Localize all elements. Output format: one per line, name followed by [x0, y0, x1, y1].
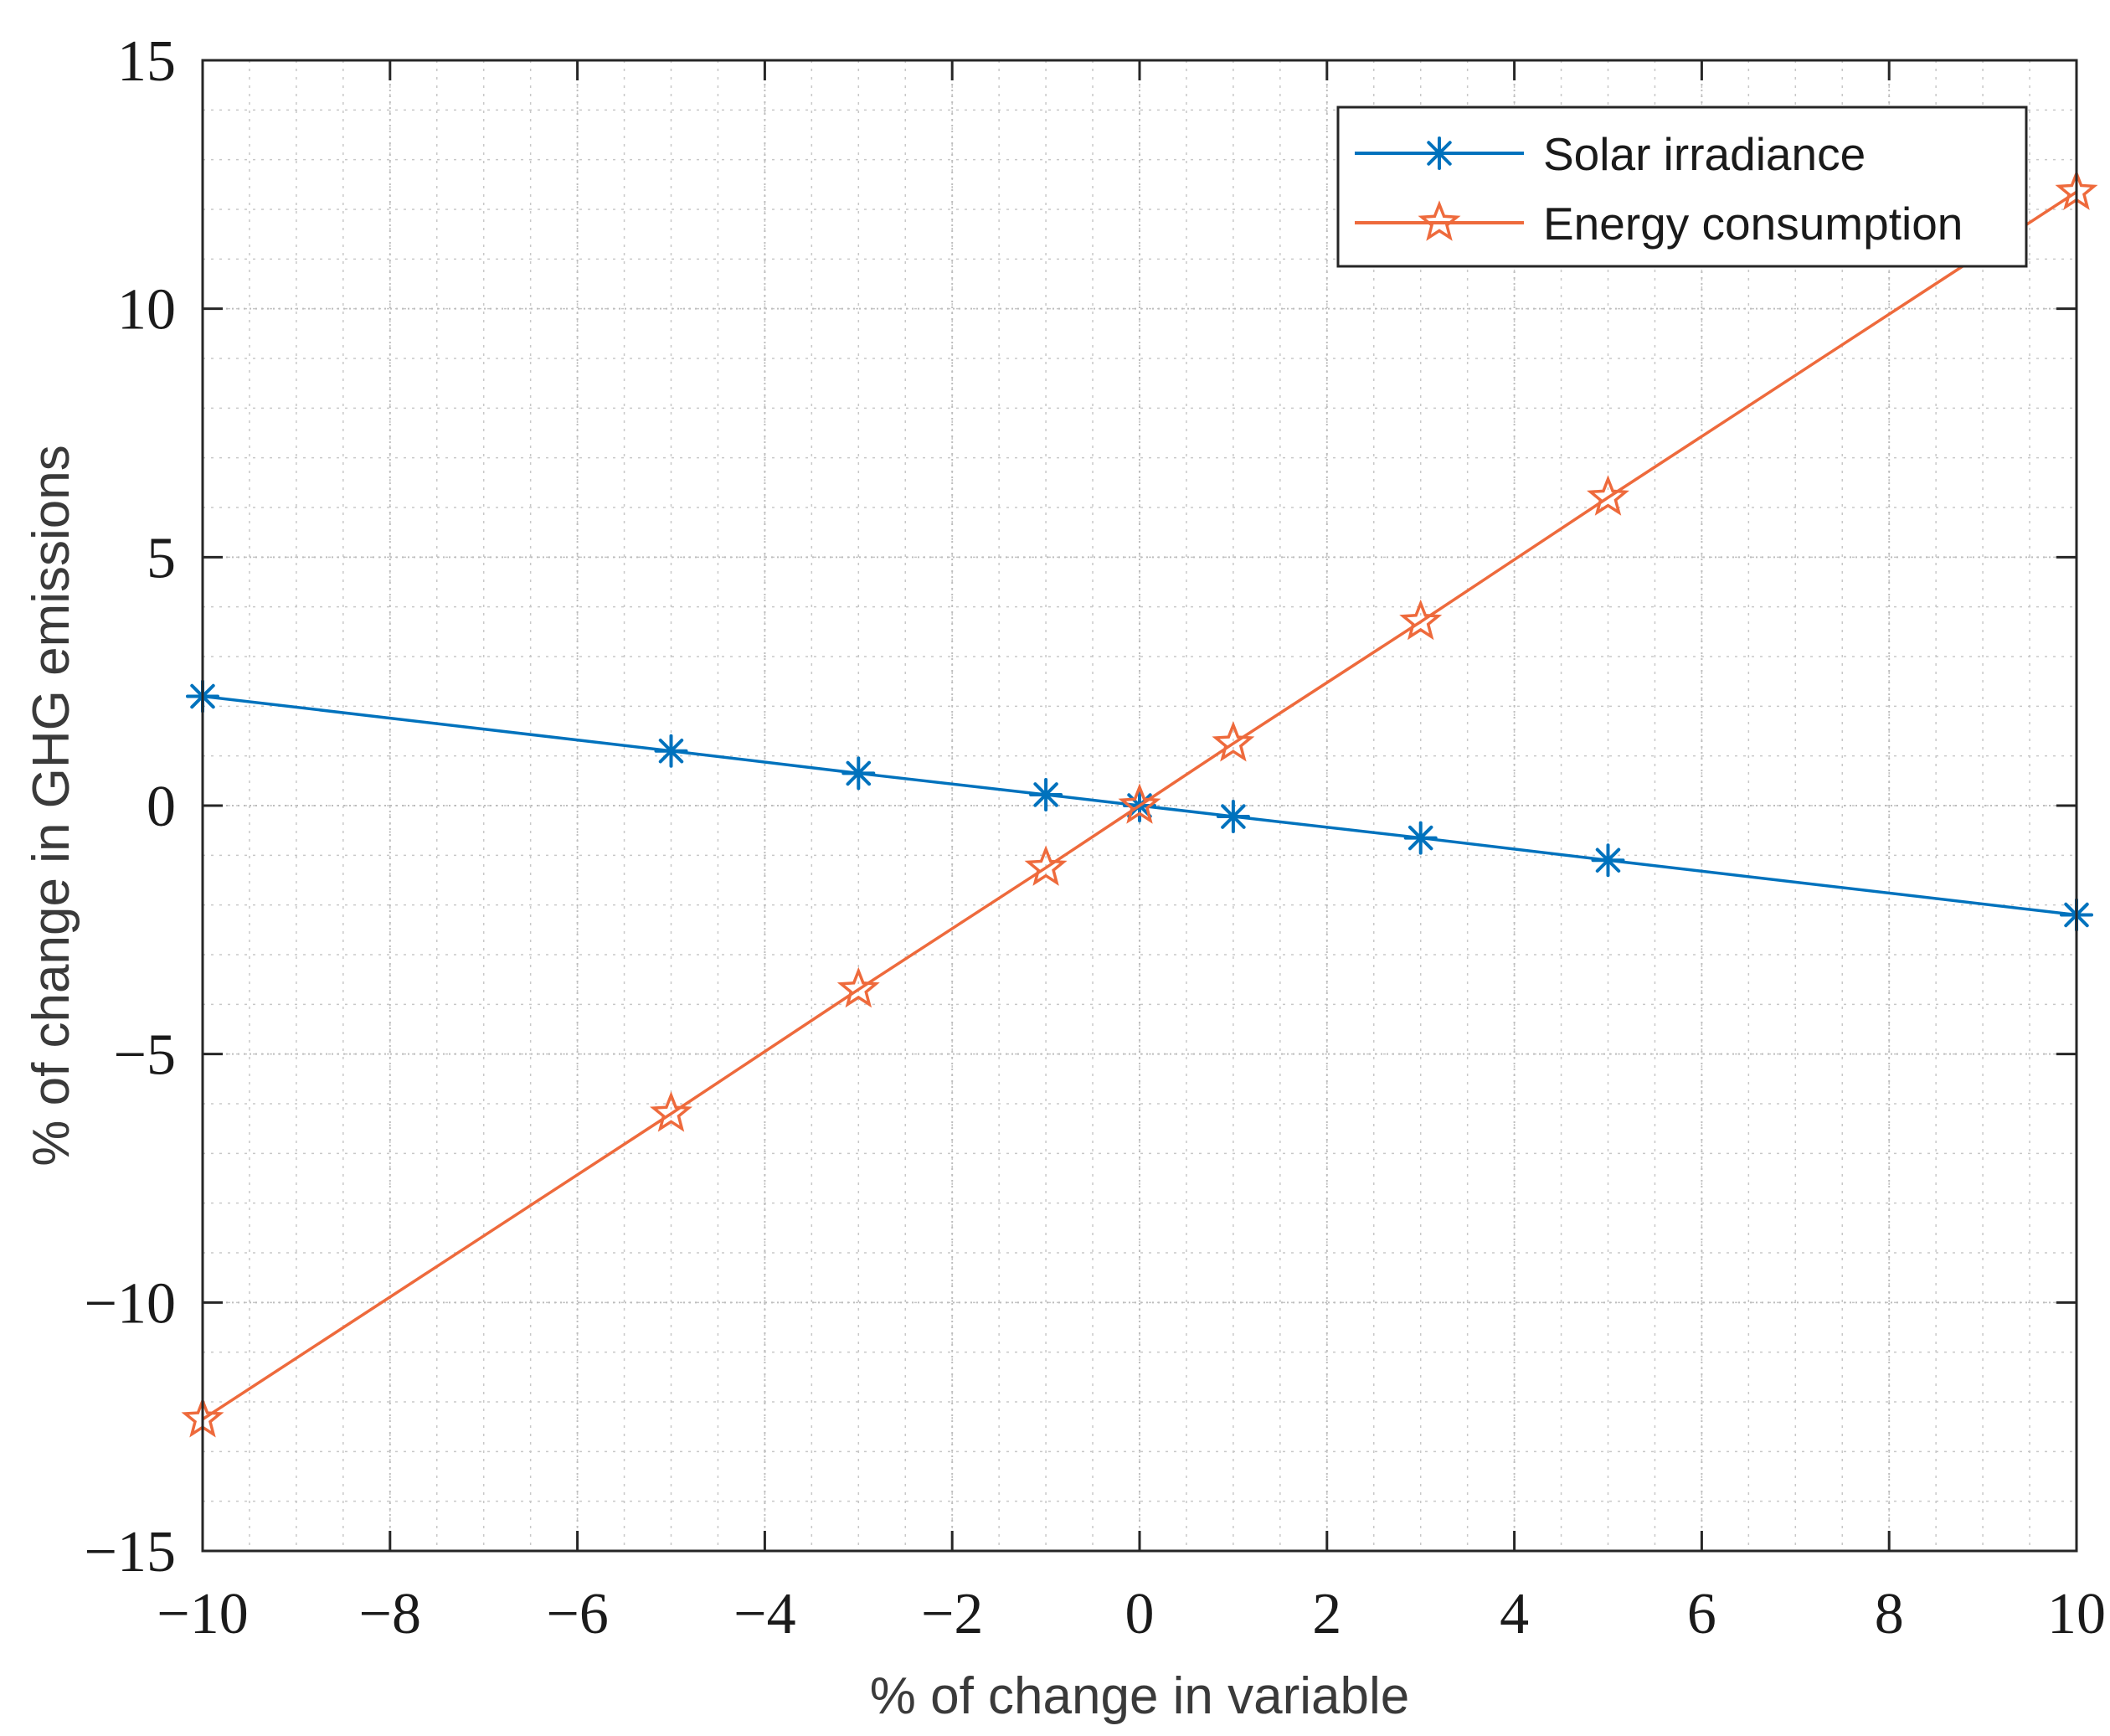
- x-tick-label: −6: [546, 1582, 608, 1646]
- x-tick-label: 0: [1125, 1582, 1155, 1646]
- series-line-energy-consumption: [202, 190, 2077, 1421]
- x-tick-label: −2: [921, 1582, 983, 1646]
- x-tick-label: −10: [157, 1582, 248, 1646]
- legend-marker-symbol-energy-consumption: [1418, 200, 1461, 241]
- data-point-energy-consumption: [1118, 783, 1161, 824]
- data-point-energy-consumption: [650, 1091, 692, 1132]
- y-tick-labels: −15 −10 −5 0 5 10 15: [85, 29, 176, 1584]
- x-tick-label: 6: [1687, 1582, 1716, 1646]
- data-point-solar-irradiance: [1216, 800, 1250, 834]
- x-tick-label: −8: [359, 1582, 421, 1646]
- legend-entry-energy-consumption: Energy consumption: [1355, 198, 1963, 250]
- data-point-solar-irradiance: [1591, 843, 1625, 878]
- data-point-energy-consumption: [836, 966, 880, 1008]
- legend-label-energy-consumption: Energy consumption: [1543, 198, 1963, 250]
- legend-marker-symbol-solar-irradiance: [1423, 137, 1456, 170]
- y-tick-label: 10: [117, 278, 176, 343]
- x-axis-title: % of change in variable: [870, 1667, 1410, 1725]
- legend-label-solar-irradiance: Solar irradiance: [1543, 128, 1866, 180]
- data-point-energy-consumption: [1587, 475, 1629, 516]
- y-tick-label: 5: [147, 526, 176, 590]
- legend: Solar irradiance Energy consumption: [1336, 106, 2028, 268]
- legend-box: [1336, 106, 2028, 268]
- x-tick-labels: −10 −8 −6 −4 −2 0 2 4 6 8 10: [157, 1582, 2106, 1646]
- data-point-solar-irradiance: [654, 734, 688, 768]
- data-point-solar-irradiance: [841, 756, 876, 791]
- y-tick-label: 0: [147, 775, 176, 839]
- x-tick-label: 4: [1500, 1582, 1529, 1646]
- data-point-solar-irradiance: [1403, 821, 1438, 855]
- legend-entry-solar-irradiance: Solar irradiance: [1355, 128, 1866, 180]
- y-axis-title: % of change in GHG emissions: [23, 445, 80, 1167]
- y-tick-label: 15: [117, 29, 176, 94]
- x-tick-label: −4: [733, 1582, 795, 1646]
- data-point-energy-consumption: [1024, 845, 1068, 886]
- y-tick-label: −5: [114, 1023, 176, 1088]
- y-tick-label: −10: [85, 1271, 176, 1336]
- x-tick-label: 8: [1875, 1582, 1904, 1646]
- plot-area: [181, 59, 2098, 1553]
- data-point-solar-irradiance: [1029, 777, 1063, 811]
- tick-marks: [201, 59, 2078, 1553]
- x-tick-label: 2: [1312, 1582, 1341, 1646]
- x-tick-label: 10: [2047, 1582, 2106, 1646]
- y-tick-label: −15: [85, 1520, 176, 1584]
- legend-marker-solar-irradiance: [1423, 137, 1456, 170]
- data-point-energy-consumption: [1399, 599, 1443, 641]
- data-point-energy-consumption: [1212, 721, 1255, 762]
- legend-marker-energy-consumption: [1418, 200, 1461, 241]
